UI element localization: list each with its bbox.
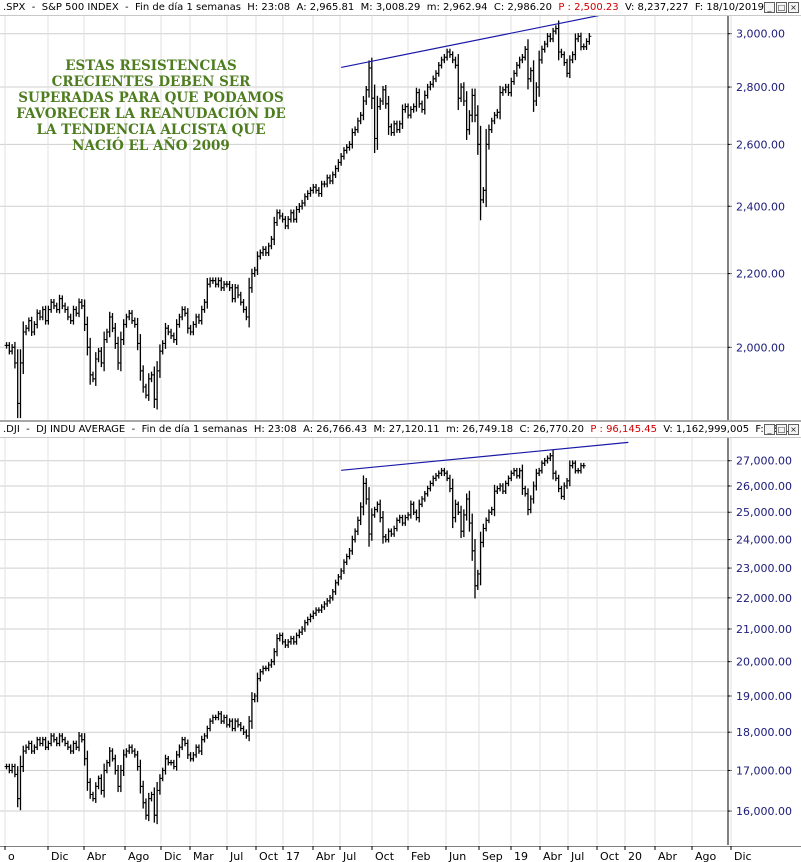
spx-close: C: 2,986.20 xyxy=(493,2,552,13)
x-tick-label: 20 xyxy=(628,850,642,862)
dji-y-tick-label: 24,000.00 xyxy=(736,534,792,547)
spx-volume: V: 8,237,227 xyxy=(624,2,689,13)
spx-time: H: 23:08 xyxy=(247,2,291,13)
x-tick-label: 19 xyxy=(514,850,528,862)
spx-chart[interactable]: 2,000.00 2,200.00 2,400.00 2,600.00 2,800.00… xyxy=(0,16,801,420)
spx-name: S&P 500 INDEX xyxy=(41,2,119,13)
dji-p-value: P : 96,145.45 xyxy=(590,424,657,435)
panel-divider[interactable] xyxy=(0,420,801,422)
spx-y-tick-label: 2,000.00 xyxy=(736,341,785,354)
dji-panel: .DJI - DJ INDU AVERAGE - Fin de día 1 se… xyxy=(0,422,801,846)
x-tick-label: Dic xyxy=(164,850,182,862)
x-tick-label: Jun xyxy=(448,850,466,862)
spx-y-tick-label: 2,200.00 xyxy=(736,268,785,281)
x-tick-label: Abr xyxy=(87,850,107,862)
x-tick-label: Oct xyxy=(600,850,620,862)
spx-panel: .SPX - S&P 500 INDEX - Fin de día 1 sema… xyxy=(0,0,801,420)
spx-header: .SPX - S&P 500 INDEX - Fin de día 1 sema… xyxy=(0,0,801,16)
dji-maximize-button[interactable]: □ xyxy=(776,424,787,435)
dji-symbol: .DJI xyxy=(3,424,20,435)
dji-time: H: 23:08 xyxy=(253,424,297,435)
dji-y-tick-label: 17,000.00 xyxy=(736,764,792,777)
spx-low: m: 2,962.94 xyxy=(426,2,488,13)
spx-period: Fin de día 1 semanas xyxy=(135,2,241,13)
x-tick-label: Dic xyxy=(51,850,69,862)
x-tick-label: Oct xyxy=(375,850,395,862)
x-tick-label: 17 xyxy=(286,850,300,862)
dji-y-tick-label: 20,000.00 xyxy=(736,656,792,669)
x-tick-label: Dic xyxy=(734,850,752,862)
dji-volume: V: 1,162,999,005 xyxy=(663,424,750,435)
dji-y-tick-label: 25,000.00 xyxy=(736,506,792,519)
spx-close-button[interactable]: × xyxy=(788,2,799,13)
x-axis: o Dic Abr Ago Dic Mar Jul Oct 17 Abr Jul Oct Feb Jun S… xyxy=(0,846,801,862)
dji-open: A: 26,766.43 xyxy=(303,424,368,435)
dji-y-tick-label: 22,000.00 xyxy=(736,592,792,605)
dji-y-tick-label: 26,000.00 xyxy=(736,480,792,493)
x-tick-label: Jul xyxy=(342,850,356,862)
x-tick-label: Sep xyxy=(482,850,503,862)
dji-header: .DJI - DJ INDU AVERAGE - Fin de día 1 se… xyxy=(0,422,801,438)
dji-period: Fin de día 1 semanas xyxy=(141,424,248,435)
dji-close: C: 26,770.20 xyxy=(519,424,584,435)
x-tick-label: Mar xyxy=(193,850,214,862)
dji-minimize-button[interactable]: _ xyxy=(764,424,775,435)
dji-resistance-trendline xyxy=(341,441,629,471)
dji-close-button[interactable]: × xyxy=(788,424,799,435)
x-tick-label: Jul xyxy=(570,850,584,862)
dji-name: DJ INDU AVERAGE xyxy=(36,424,126,435)
spx-symbol: .SPX xyxy=(3,2,26,13)
dji-y-tick-label: 18,000.00 xyxy=(736,726,792,739)
spx-date: F: 18/10/2019 xyxy=(694,2,764,13)
spx-y-tick-label: 2,800.00 xyxy=(736,81,785,94)
x-tick-label: Abr xyxy=(658,850,678,862)
dji-y-tick-label: 21,000.00 xyxy=(736,623,792,636)
x-tick-label: Ago xyxy=(128,850,150,862)
spx-annotation: ESTAS RESISTENCIAS CRECIENTES DEBEN SER … xyxy=(16,58,286,154)
spx-open: A: 2,965.81 xyxy=(296,2,355,13)
spx-high: M: 3,008.29 xyxy=(360,2,421,13)
dji-y-tick-label: 19,000.00 xyxy=(736,690,792,703)
spx-resistance-trendline xyxy=(341,16,600,69)
spx-y-tick-label: 2,600.00 xyxy=(736,138,785,151)
spx-minimize-button[interactable]: _ xyxy=(764,2,775,13)
dji-y-tick-label: 16,000.00 xyxy=(736,805,792,818)
spx-y-tick-label: 3,000.00 xyxy=(736,28,785,41)
spx-p-value: P : 2,500.23 xyxy=(558,2,619,13)
dji-chart[interactable]: 16,000.00 17,000.00 18,000.00 19,000.00 20,0… xyxy=(0,438,801,846)
x-tick-label: o xyxy=(8,850,15,862)
x-tick-label: Jul xyxy=(229,850,243,862)
x-tick-label: Feb xyxy=(411,850,430,862)
dji-y-tick-label: 23,000.00 xyxy=(736,562,792,575)
x-tick-label: Abr xyxy=(316,850,336,862)
spx-y-tick-label: 2,400.00 xyxy=(736,200,785,213)
dji-high: M: 27,120.11 xyxy=(373,424,440,435)
dji-y-tick-label: 27,000.00 xyxy=(736,455,792,468)
x-tick-label: Ago xyxy=(695,850,717,862)
spx-maximize-button[interactable]: □ xyxy=(776,2,787,13)
dji-low: m: 26,749.18 xyxy=(445,424,514,435)
x-tick-label: Oct xyxy=(259,850,279,862)
x-tick-label: Abr xyxy=(543,850,563,862)
